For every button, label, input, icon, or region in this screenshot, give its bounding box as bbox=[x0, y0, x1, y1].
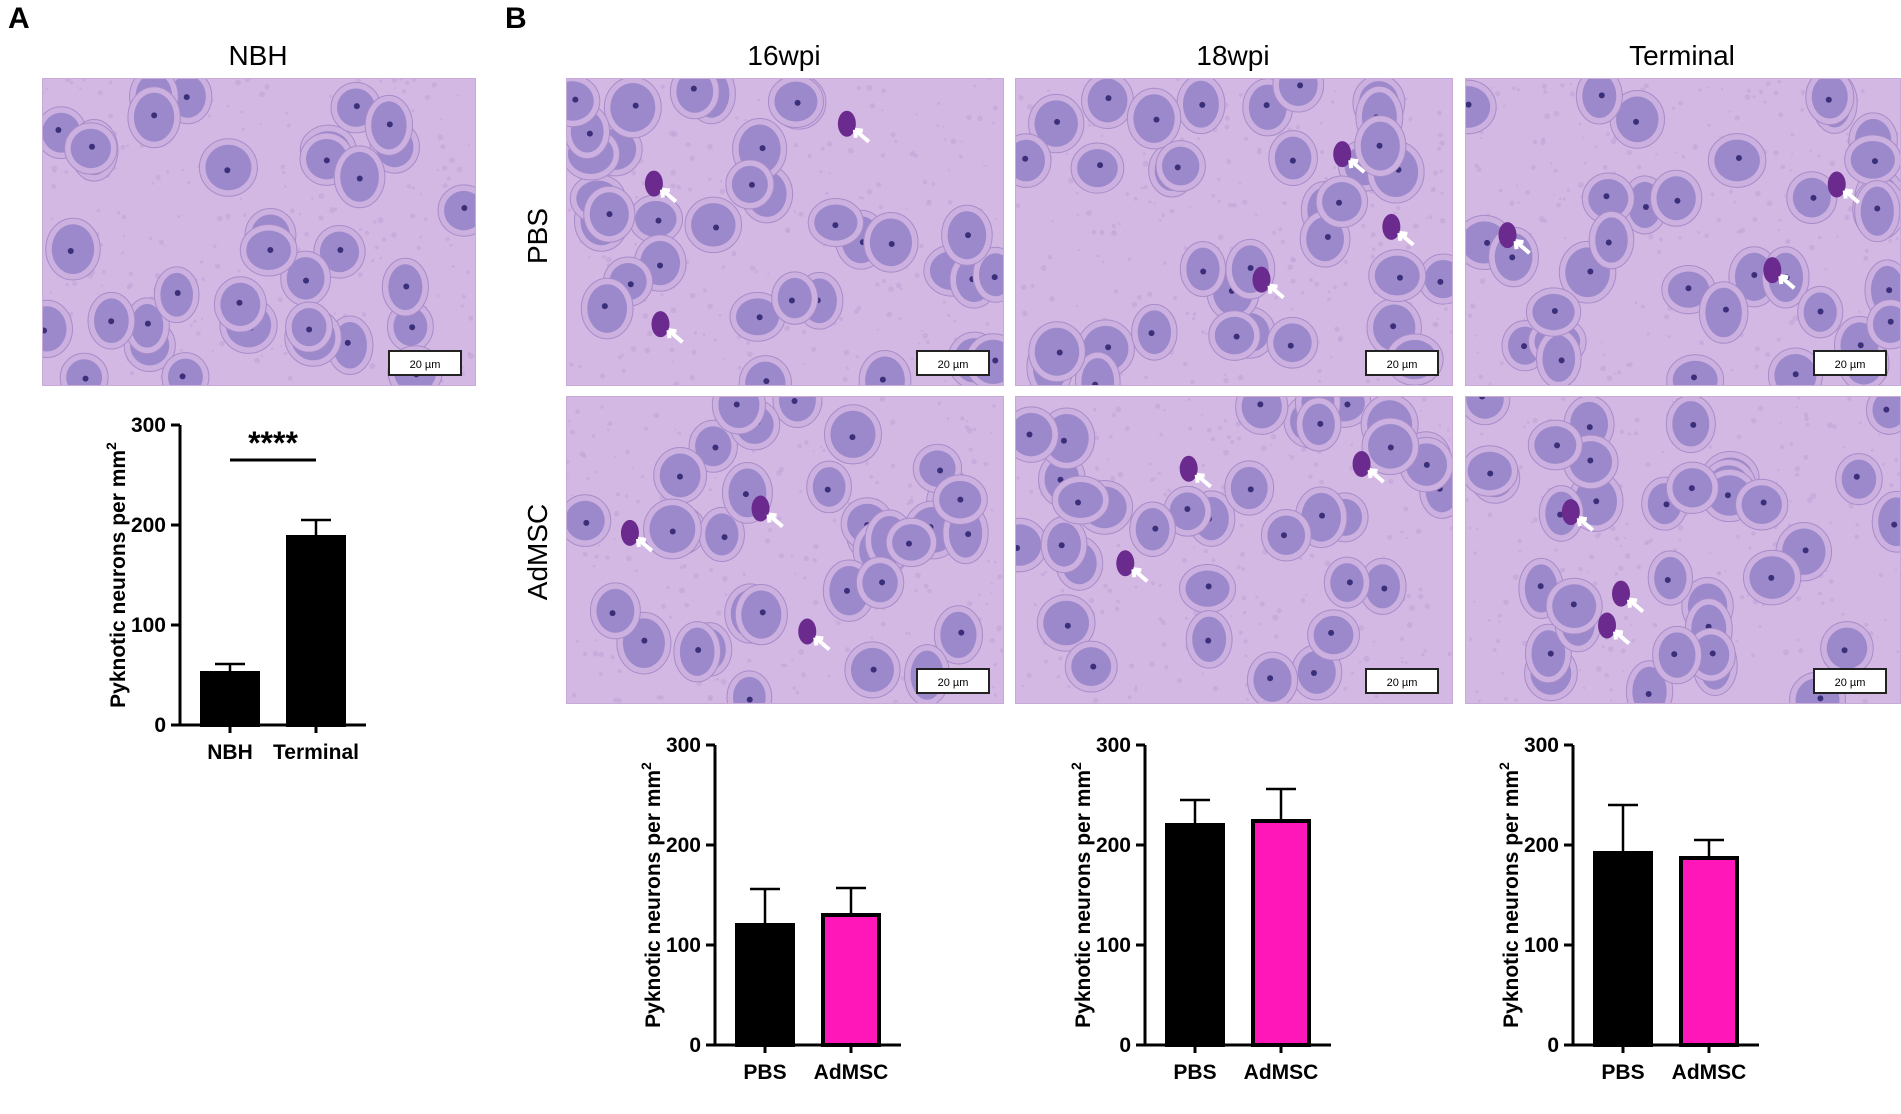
y-tick-label: 0 bbox=[689, 1034, 701, 1057]
title-16wpi: 16wpi bbox=[747, 40, 821, 71]
title-terminal: Terminal bbox=[1629, 40, 1735, 71]
svg-text:20 µm: 20 µm bbox=[1835, 359, 1866, 371]
micrograph-pbs-terminal: 20 µm bbox=[1465, 78, 1901, 386]
scale-bar: 20 µm bbox=[1365, 350, 1439, 376]
micrograph-image: 20 µm bbox=[567, 397, 1003, 703]
chart-b-terminal: 0 100 200 300 PBS AdMSC Pyknotic neurons per m… bbox=[1496, 734, 1759, 1084]
y-tick-label: 0 bbox=[1547, 1034, 1559, 1057]
panel-label-b: B bbox=[505, 2, 527, 35]
svg-text:20 µm: 20 µm bbox=[410, 359, 441, 371]
y-tick-label: 100 bbox=[131, 614, 166, 637]
svg-text:20 µm: 20 µm bbox=[1835, 677, 1866, 689]
row-label-admsc: AdMSC bbox=[522, 503, 553, 601]
micrograph-image: 20 µm bbox=[1466, 79, 1900, 385]
row-label-pbs: PBS bbox=[522, 207, 553, 265]
micrograph-image: 20 µm bbox=[1466, 397, 1900, 703]
y-axis-label: Pyknotic neurons per mm2 bbox=[103, 442, 130, 708]
bar-admsc bbox=[821, 913, 881, 1047]
y-tick-label: 100 bbox=[1524, 934, 1559, 957]
bar-pbs bbox=[1165, 823, 1225, 1047]
x-tick-label: PBS bbox=[1173, 1061, 1216, 1084]
micrograph-image: 20 µm bbox=[567, 79, 1003, 385]
scale-bar: 20 µm bbox=[388, 350, 462, 376]
y-tick-label: 300 bbox=[1096, 734, 1131, 757]
x-tick-label: PBS bbox=[743, 1061, 786, 1084]
x-tick-label: NBH bbox=[207, 741, 253, 764]
svg-text:20 µm: 20 µm bbox=[938, 359, 969, 371]
micrograph-admsc-18wpi: 20 µm bbox=[1015, 396, 1453, 704]
title-nbh: NBH bbox=[228, 40, 288, 71]
y-tick-label: 300 bbox=[131, 414, 166, 437]
y-tick-label: 100 bbox=[1096, 934, 1131, 957]
svg-text:20 µm: 20 µm bbox=[1387, 677, 1418, 689]
y-axis-label: Pyknotic neurons per mm2 bbox=[1068, 762, 1095, 1028]
micrograph-image: 20 µm bbox=[1016, 397, 1452, 703]
y-tick-label: 200 bbox=[131, 514, 166, 537]
bar-terminal bbox=[286, 535, 346, 727]
bar-admsc bbox=[1679, 856, 1739, 1047]
chart-a: 0 100 200 300 NBH Terminal Pyknotic neurons pe… bbox=[103, 414, 366, 764]
bar-admsc bbox=[1251, 819, 1311, 1047]
y-tick-label: 200 bbox=[666, 834, 701, 857]
scale-bar: 20 µm bbox=[916, 668, 990, 694]
title-18wpi: 18wpi bbox=[1196, 40, 1270, 71]
micrograph-image: 20 µm bbox=[1016, 79, 1452, 385]
y-tick-label: 200 bbox=[1524, 834, 1559, 857]
y-tick-label: 300 bbox=[666, 734, 701, 757]
scale-bar: 20 µm bbox=[1365, 668, 1439, 694]
y-tick-label: 300 bbox=[1524, 734, 1559, 757]
x-tick-label: Terminal bbox=[273, 741, 359, 764]
micrograph-admsc-16wpi: 20 µm bbox=[566, 396, 1004, 704]
micrograph-nbh: 20 µm bbox=[42, 78, 476, 386]
scale-bar: 20 µm bbox=[1813, 668, 1887, 694]
y-tick-label: 0 bbox=[1119, 1034, 1131, 1057]
svg-text:20 µm: 20 µm bbox=[938, 677, 969, 689]
y-axis-label: Pyknotic neurons per mm2 bbox=[1496, 762, 1523, 1028]
x-tick-label: PBS bbox=[1601, 1061, 1644, 1084]
y-tick-label: 0 bbox=[154, 714, 166, 737]
significance-label: **** bbox=[248, 425, 298, 461]
y-axis-label: Pyknotic neurons per mm2 bbox=[638, 762, 665, 1028]
bar-nbh bbox=[200, 671, 260, 727]
bar-pbs bbox=[735, 923, 795, 1047]
x-tick-label: AdMSC bbox=[814, 1061, 889, 1084]
scale-bar: 20 µm bbox=[916, 350, 990, 376]
micrograph-pbs-18wpi: 20 µm bbox=[1015, 78, 1453, 386]
chart-b-18wpi: 0 100 200 300 PBS AdMSC Pyknotic neurons per m… bbox=[1068, 734, 1331, 1084]
micrograph-pbs-16wpi: 20 µm bbox=[566, 78, 1004, 386]
bar-pbs bbox=[1593, 851, 1653, 1047]
panel-label-a: A bbox=[8, 2, 30, 35]
svg-text:20 µm: 20 µm bbox=[1387, 359, 1418, 371]
chart-b-16wpi: 0 100 200 300 PBS AdMSC Pyknotic neurons per m… bbox=[638, 734, 901, 1084]
y-tick-label: 100 bbox=[666, 934, 701, 957]
x-tick-label: AdMSC bbox=[1244, 1061, 1319, 1084]
micrograph-admsc-terminal: 20 µm bbox=[1465, 396, 1901, 704]
y-tick-label: 200 bbox=[1096, 834, 1131, 857]
scale-bar: 20 µm bbox=[1813, 350, 1887, 376]
micrograph-image: 20 µm bbox=[43, 79, 475, 385]
x-tick-label: AdMSC bbox=[1672, 1061, 1747, 1084]
